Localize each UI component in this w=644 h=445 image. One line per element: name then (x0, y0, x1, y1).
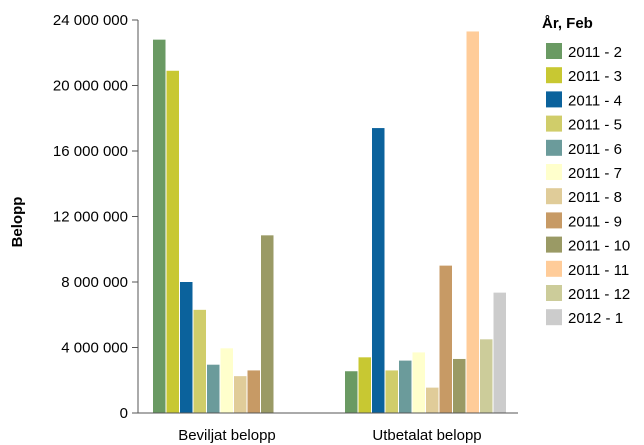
y-axis-label: Belopp (9, 197, 26, 248)
bar (166, 70, 179, 413)
legend-swatch (546, 115, 562, 132)
legend-label: 2012 - 1 (568, 310, 623, 327)
bar (180, 282, 193, 413)
x-category-label: Beviljat belopp (178, 427, 276, 444)
bars (153, 31, 506, 414)
legend-swatch (546, 309, 562, 326)
bar (385, 370, 398, 413)
bar (412, 352, 425, 413)
x-axis-categories: Beviljat belopp Utbetalat belopp (178, 427, 481, 444)
legend-swatch (546, 43, 562, 59)
legend-label: 2011 - 2 (568, 44, 622, 61)
y-tick-label: 16 000 000 (53, 143, 128, 160)
legend-label: 2011 - 5 (568, 117, 622, 134)
bar (207, 364, 220, 413)
y-tick-label: 24 000 000 (53, 12, 128, 29)
y-tick-label: 20 000 000 (53, 78, 128, 95)
bar (493, 292, 506, 413)
y-tick-label: 0 (120, 405, 128, 422)
legend-label: 2011 - 10 (568, 238, 630, 255)
bar (426, 387, 439, 413)
bar (345, 371, 358, 413)
legend-label: 2011 - 9 (568, 213, 622, 230)
bar (247, 370, 260, 413)
legend-swatch (546, 212, 562, 229)
legend-label: 2011 - 6 (568, 141, 622, 158)
legend-label: 2011 - 7 (568, 165, 622, 182)
bar (193, 309, 206, 413)
legend-label: 2011 - 4 (568, 92, 622, 109)
bar (372, 128, 385, 413)
legend-swatch (546, 285, 562, 301)
legend-title: År, Feb (542, 15, 593, 32)
legend-label: 2011 - 8 (568, 189, 622, 206)
legend-label: 2011 - 12 (568, 286, 630, 303)
legend-swatch (546, 164, 562, 180)
bar (153, 39, 166, 414)
legend-label: 2011 - 3 (568, 68, 622, 85)
bar (234, 376, 247, 413)
legend-swatch (546, 236, 562, 253)
x-category-label: Utbetalat belopp (372, 427, 481, 444)
y-tick-label: 8 000 000 (61, 274, 128, 291)
y-tick-label: 4 000 000 (61, 340, 128, 357)
bar (358, 357, 371, 413)
bar (399, 360, 412, 413)
bar (439, 265, 452, 413)
legend-swatch (546, 139, 562, 156)
y-tick-label: 12 000 000 (53, 209, 128, 226)
legend-swatch (546, 91, 562, 108)
bar (453, 358, 466, 413)
legend: 2011 - 2 2011 - 3 2011 - 4 2011 - 5 2011 - 6… (546, 43, 630, 327)
y-axis-ticks: 0 4 000 000 8 000 000 12 000 000 16 000 000 2… (53, 12, 138, 422)
legend-swatch (546, 260, 562, 277)
bar (480, 339, 493, 413)
legend-swatch (546, 67, 562, 84)
bar (261, 235, 274, 413)
bar (466, 31, 479, 414)
legend-swatch (546, 188, 562, 205)
bar (220, 348, 233, 413)
legend-label: 2011 - 11 (568, 262, 629, 279)
